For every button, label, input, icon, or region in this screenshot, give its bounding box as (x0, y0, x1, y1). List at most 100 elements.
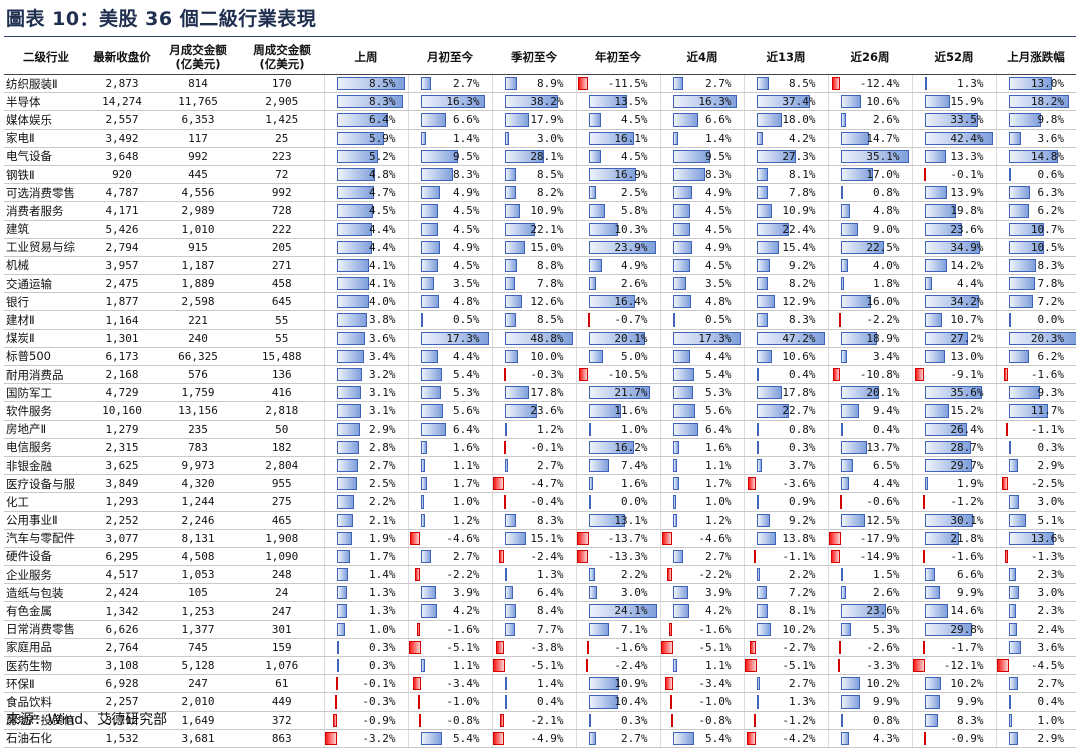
negative-databar (325, 731, 337, 745)
industry-name: 食品饮料 (4, 692, 88, 712)
positive-databar (504, 531, 526, 545)
databar-value: 8.1% (789, 167, 816, 181)
column-header-text: 周成交金额 (253, 43, 311, 57)
positive-databar (420, 204, 439, 218)
positive-databar (672, 222, 691, 236)
databar-value: 0.8% (873, 186, 900, 200)
value-cell: 445 (156, 165, 240, 185)
databar-value: 4.4% (873, 477, 900, 491)
value-cell: 271 (240, 256, 324, 276)
databar-cell: 3.6% (995, 129, 1076, 148)
positive-databar (924, 386, 982, 400)
source-note: 來源：Wind、艾德研究部 (6, 712, 168, 728)
databar-value: -13.3% (607, 549, 648, 563)
databar-cell: 4.5% (575, 110, 660, 130)
column-header-text: 近26周 (850, 50, 890, 64)
databar-cell: -4.7% (491, 474, 576, 494)
negative-databar (667, 568, 673, 582)
databar-cell: 3.6% (323, 329, 408, 348)
databar-cell: 1.4% (659, 129, 744, 148)
databar-cell: 2.7% (659, 74, 744, 94)
databar-cell: 8.5% (491, 310, 576, 330)
databar-cell: 37.4% (743, 92, 828, 112)
value-cell: 221 (156, 310, 240, 330)
positive-databar (1008, 604, 1017, 618)
databar-cell: 8.3% (911, 711, 996, 730)
value-cell: 240 (156, 329, 240, 348)
positive-databar (588, 113, 602, 127)
positive-databar (672, 258, 691, 273)
negative-databar (495, 640, 505, 654)
value-cell: 728 (240, 201, 324, 221)
databar-value: 13.7% (866, 440, 900, 454)
databar-value: -11.5% (607, 77, 648, 90)
databar-value: -1.1% (1030, 422, 1064, 436)
table-row: 消费者服务 4,171 2,989 728 4.5% 4.5% 10.9% 5.8% 4.5% 1… (4, 201, 1076, 221)
databar-cell: -0.8% (659, 711, 744, 730)
databar-cell: 8.5% (323, 74, 408, 94)
databar-value: 22.5% (866, 240, 900, 254)
industry-name: 电信服务 (4, 438, 88, 457)
industry-name: 有色金属 (4, 601, 88, 621)
value-cell: 8,131 (156, 529, 240, 548)
title-divider (4, 36, 1076, 37)
databar-value: 6.6% (957, 568, 984, 582)
databar-cell: 4.2% (659, 601, 744, 621)
databar-value: 2.7% (453, 77, 480, 90)
negative-databar (829, 531, 841, 545)
databar-cell: -1.0% (407, 692, 492, 712)
databar-value: -1.3% (1030, 549, 1064, 563)
databar-cell: 1.2% (407, 511, 492, 530)
databar-value: 11.7% (1030, 404, 1064, 418)
positive-databar (1008, 622, 1017, 636)
databar-value: 8.3% (789, 313, 816, 327)
databar-cell: 1.3% (743, 692, 828, 712)
databar-cell: 3.9% (659, 583, 744, 603)
databar-value: 15.1% (530, 531, 564, 545)
databar-value: 10.9% (530, 204, 564, 218)
databar-cell: 7.8% (491, 274, 576, 294)
positive-databar (672, 422, 698, 436)
databar-cell: 11.6% (575, 401, 660, 421)
databar-value: 14.6% (950, 604, 984, 618)
positive-databar (1008, 513, 1026, 527)
positive-databar (672, 167, 706, 182)
databar-value: 11.6% (614, 404, 648, 418)
databar-cell: -12.4% (827, 74, 912, 94)
positive-databar (420, 604, 437, 618)
value-cell: 2,764 (88, 638, 156, 658)
databar-value: 1.6% (621, 477, 648, 491)
positive-databar (924, 313, 942, 327)
positive-databar (840, 695, 860, 709)
positive-databar (336, 568, 348, 582)
databar-value: 19.8% (950, 204, 984, 218)
table-row: 环保Ⅱ 6,928 247 61 -0.1% -3.4% 1.4% 10.9% -3.4% 2.7… (4, 674, 1076, 694)
databar-value: 4.3% (873, 731, 900, 745)
positive-databar (336, 477, 357, 491)
databar-cell: 4.5% (407, 220, 492, 239)
databar-value: -0.1% (362, 677, 396, 691)
positive-databar (924, 349, 946, 363)
industry-name: 家庭用品 (4, 638, 88, 658)
databar-cell: -1.6% (995, 365, 1076, 385)
databar-cell: -2.2% (407, 565, 492, 585)
databar-value: 1.0% (705, 495, 732, 509)
databar-value: 4.5% (369, 204, 396, 218)
databar-cell: 1.7% (323, 547, 408, 567)
positive-databar (420, 422, 446, 436)
databar-value: 29.8% (950, 622, 984, 636)
databar-value: 6.2% (1037, 349, 1065, 363)
positive-databar (756, 622, 772, 636)
value-cell: 3,957 (88, 256, 156, 276)
positive-databar (756, 167, 769, 182)
databar-value: 47.2% (782, 331, 816, 345)
positive-databar (336, 258, 370, 273)
value-cell: 13,156 (156, 401, 240, 421)
positive-databar (588, 604, 657, 618)
databar-value: 1.7% (369, 549, 396, 563)
table-row: 媒体娱乐 2,557 6,353 1,425 6.4% 6.6% 17.9% 4.5% 6.6%… (4, 110, 1076, 130)
databar-cell: -10.5% (575, 365, 660, 385)
positive-databar (756, 458, 762, 473)
databar-cell: -0.1% (491, 438, 576, 457)
databar-value: -0.3% (530, 368, 564, 381)
